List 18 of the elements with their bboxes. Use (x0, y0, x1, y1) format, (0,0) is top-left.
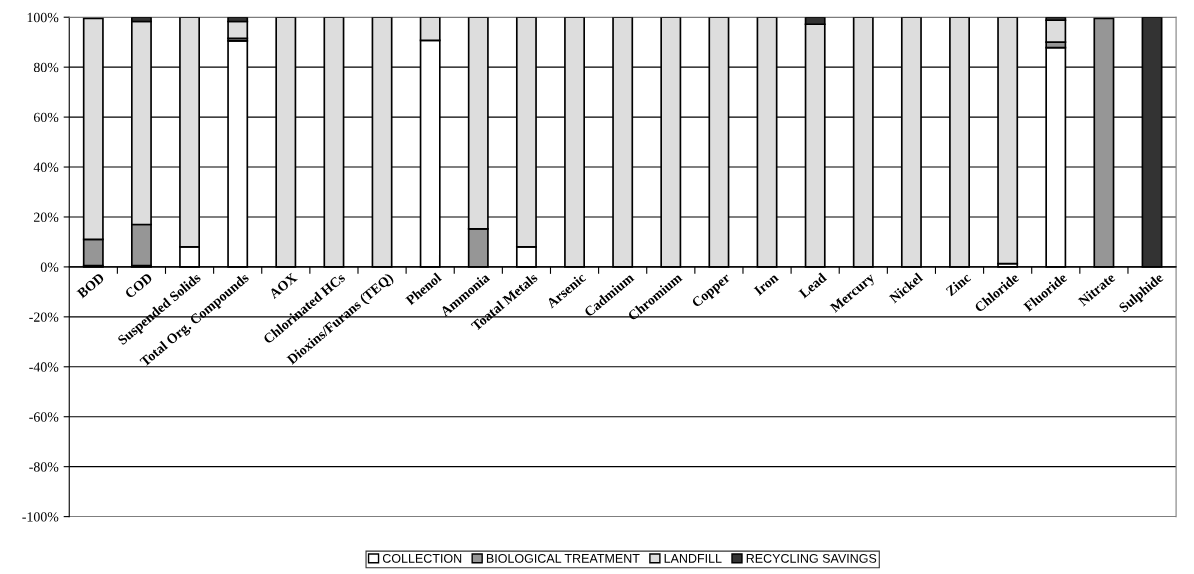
y-tick-label: 0% (40, 262, 59, 272)
legend-label: RECYCLING SAVINGS (746, 553, 877, 563)
legend-label: LANDFILL (664, 554, 722, 563)
y-tick-label: 80% (33, 62, 59, 73)
y-tick-label: -20% (29, 312, 59, 322)
y-tick-label: -60% (29, 412, 59, 422)
legend-label: BIOLOGICAL TREATMENT (486, 553, 640, 563)
y-tick-label: 60% (33, 112, 59, 123)
y-tick-label: -100% (22, 512, 59, 522)
y-tick-label: -80% (29, 462, 59, 472)
x-tick-label: Iron (753, 272, 779, 296)
y-tick-label: 40% (33, 162, 59, 173)
y-tick-label: 100% (27, 12, 59, 23)
x-tick-label: Zinc (945, 272, 972, 297)
x-tick-label: COD (124, 272, 153, 299)
y-tick-label: 20% (33, 212, 59, 222)
legend-label: COLLECTION (382, 553, 462, 563)
y-tick-label: -40% (29, 362, 59, 372)
